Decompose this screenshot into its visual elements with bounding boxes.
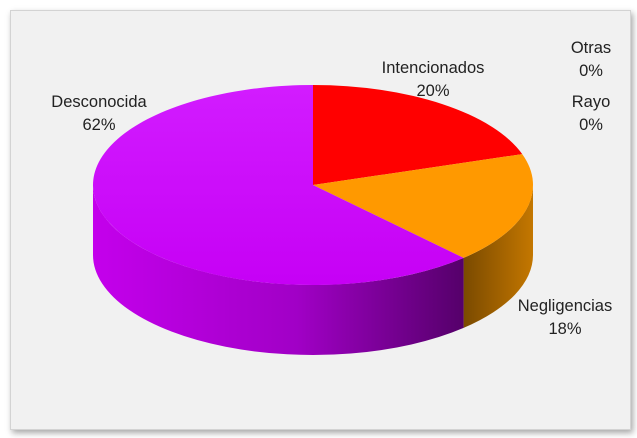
slice-label-intencionados: Intencionados bbox=[382, 59, 485, 77]
slice-label-desconocida: Desconocida bbox=[51, 93, 147, 111]
slice-label-otras: Otras bbox=[571, 39, 611, 57]
slice-value-negligencias: 18% bbox=[548, 320, 581, 338]
slice-value-desconocida: 62% bbox=[82, 116, 115, 134]
slice-value-rayo: 0% bbox=[579, 116, 603, 134]
slice-label-rayo: Rayo bbox=[572, 93, 611, 111]
slice-value-otras: 0% bbox=[579, 62, 603, 80]
slice-value-intencionados: 20% bbox=[416, 82, 449, 100]
slice-label-negligencias: Negligencias bbox=[518, 297, 612, 315]
